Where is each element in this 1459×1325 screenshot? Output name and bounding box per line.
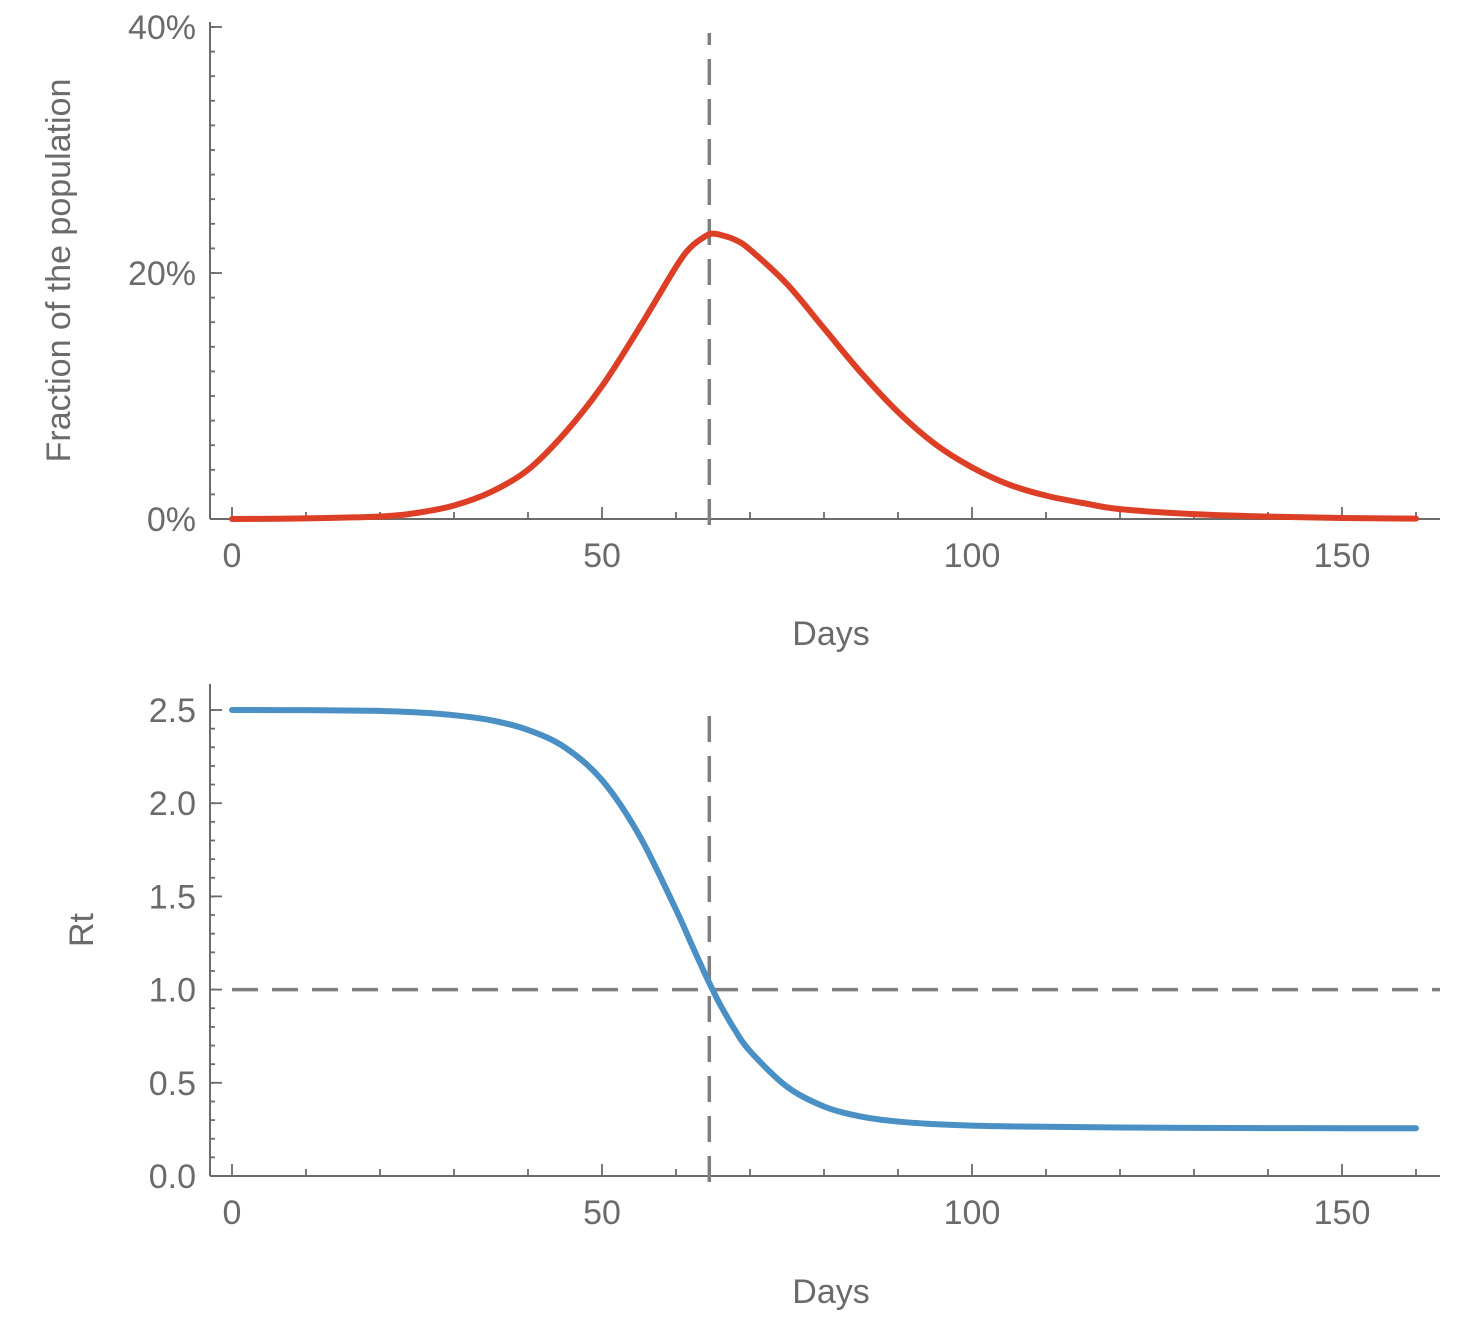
y-tick-label: 2.0 — [149, 785, 196, 823]
y-tick-label: 0.0 — [149, 1158, 196, 1196]
x-axis-title: Days — [792, 615, 869, 653]
x-axis-title: Days — [792, 1273, 869, 1311]
x-tick-label: 50 — [583, 537, 621, 575]
x-tick-label: 150 — [1314, 1194, 1371, 1232]
y-tick-label: 0% — [147, 501, 196, 539]
x-tick-label: 100 — [944, 1194, 1001, 1232]
infection-curve-line — [229, 230, 1419, 522]
y-tick-label: 0.5 — [149, 1065, 196, 1103]
y-tick-label: 1.5 — [149, 878, 196, 916]
x-tick-label: 0 — [223, 1194, 242, 1232]
y-tick-label: 40% — [128, 9, 196, 47]
y-tick-label: 20% — [128, 255, 196, 293]
y-axis-title: Rt — [63, 912, 101, 947]
y-tick-label: 1.0 — [149, 972, 196, 1010]
y-axis-title: Fraction of the population — [40, 79, 78, 463]
bottom-panel-rt: 0 50 100 150 0.0 0.5 1.0 1.5 2.0 2.5 Days Rt — [63, 684, 1440, 1311]
x-tick-label: 0 — [223, 537, 242, 575]
y-tick-label: 2.5 — [149, 692, 196, 730]
x-tick-label: 50 — [583, 1194, 621, 1232]
rt-curve-line — [229, 707, 1419, 1132]
x-tick-label: 150 — [1314, 537, 1371, 575]
x-tick-label: 100 — [944, 537, 1001, 575]
top-panel-infection-fraction: 0 50 100 150 0% 20% 40% Days Fraction of the pop… — [40, 9, 1440, 653]
